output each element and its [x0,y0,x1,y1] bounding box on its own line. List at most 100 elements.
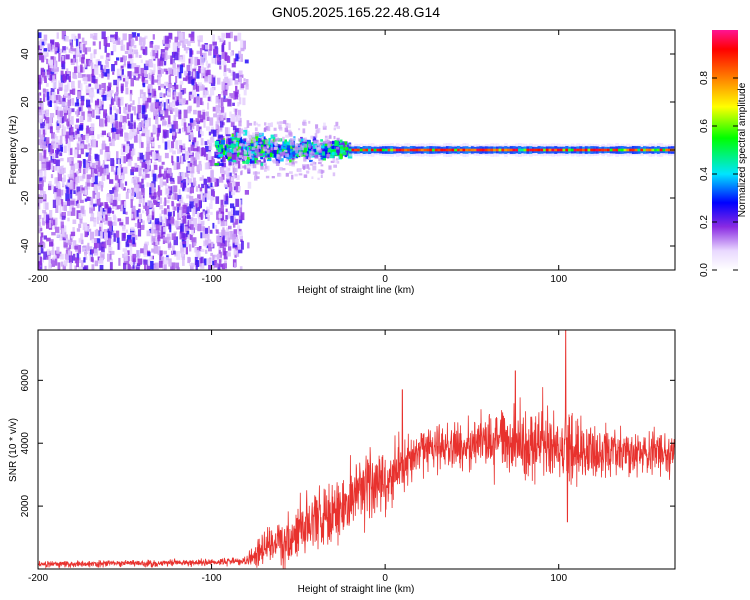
heatmap-cell [133,175,138,183]
heatmap-cell [55,253,60,259]
heatmap-cell [109,262,113,270]
heatmap-cell [63,204,67,212]
heatmap-cell [52,44,55,49]
heatmap-cell [149,69,152,75]
heatmap-cell [103,65,107,73]
heatmap-cell [55,161,58,171]
heatmap-cell [190,56,194,65]
heatmap-cell [108,223,112,231]
heatmap-cell [163,250,167,255]
heatmap-cell [283,120,287,124]
heatmap-cell [228,158,233,162]
heatmap-cell [137,73,141,79]
heatmap-cell [264,154,268,159]
heatmap-cell [141,178,144,184]
heatmap-cell [72,48,76,52]
heatmap-cell [167,211,172,217]
heatmap-cell [132,237,135,245]
heatmap-cell [157,191,161,200]
heatmap-cell [160,116,165,121]
heatmap-cell [79,124,84,131]
heatmap-cell [138,167,142,177]
heatmap-cell [60,199,64,207]
heatmap-cell [63,225,67,233]
heatmap-cell [144,263,147,270]
heatmap-cell [264,127,267,132]
heatmap-cell [166,173,171,179]
heatmap-cell [196,124,200,132]
heatmap-cell [320,159,323,162]
heatmap-cell [205,213,209,218]
heatmap-cell [640,148,644,152]
heatmap-cell [78,266,83,270]
heatmap-cell [93,175,98,185]
heatmap-cell [120,156,124,163]
heatmap-cell [457,148,461,152]
heatmap-cell [184,70,188,76]
heatmap-cell [77,193,82,200]
heatmap-cell [99,222,103,230]
heatmap-cell [224,76,229,84]
heatmap-cell [130,226,135,231]
heatmap-cell [131,106,135,111]
heatmap-cell [149,255,153,260]
heatmap-cell [107,36,110,40]
heatmap-cell [68,139,71,148]
heatmap-cell [215,141,219,146]
heatmap-cell [145,60,150,67]
heatmap-cell [166,81,170,88]
heatmap-cell [286,142,291,147]
heatmap-cell [256,152,260,158]
heatmap-cell [114,113,118,121]
heatmap-cell [155,116,159,125]
heatmap-cell [200,212,203,220]
heatmap-cell [150,132,154,141]
heatmap-cell [637,148,641,152]
heatmap-cell [230,121,235,127]
heatmap-cell [76,97,79,105]
heatmap-cell [249,153,254,156]
heatmap-cell [161,161,165,165]
heatmap-cell [308,146,311,149]
heatmap-cell [112,214,116,221]
heatmap-cell [243,138,247,141]
heatmap-cell [79,175,84,182]
heatmap-cell [310,163,313,166]
heatmap-cell [153,95,158,103]
heatmap-cell [91,168,94,178]
snr-x-label: Height of straight line (km) [298,584,415,595]
heatmap-cell [126,235,132,242]
heatmap-cell [192,68,196,73]
heatmap-cell [107,228,110,238]
heatmap-cell [43,235,47,240]
heatmap-cell [173,250,176,255]
heatmap-cell [255,141,259,147]
heatmap-cell [90,123,95,131]
heatmap-cell [200,147,204,157]
heatmap-cell [171,196,175,200]
heatmap-cell [41,55,44,63]
heatmap-cell [186,234,190,239]
heatmap-cell [162,265,164,270]
heatmap-cell [196,71,200,79]
heatmap-cell [52,219,56,226]
heatmap-cell [92,203,97,207]
heatmap-cell [117,167,121,176]
heatmap-cell [193,247,197,253]
heatmap-cell [168,186,172,193]
heatmap-cell [113,186,117,193]
heatmap-cell [94,83,99,90]
heatmap-cell [78,223,82,228]
heatmap-cell [173,162,178,170]
heatmap-cell [220,120,224,128]
heatmap-cell [143,169,148,174]
heatmap-cell [286,148,290,155]
heatmap-cell [122,44,126,51]
heatmap-cell [84,256,88,260]
x-tick-label: -100 [202,573,222,584]
heatmap-cell [104,45,107,53]
heatmap-cell [265,139,269,145]
heatmap-cell [284,150,288,152]
heatmap-cell [189,234,193,240]
heatmap-cell [259,149,263,154]
